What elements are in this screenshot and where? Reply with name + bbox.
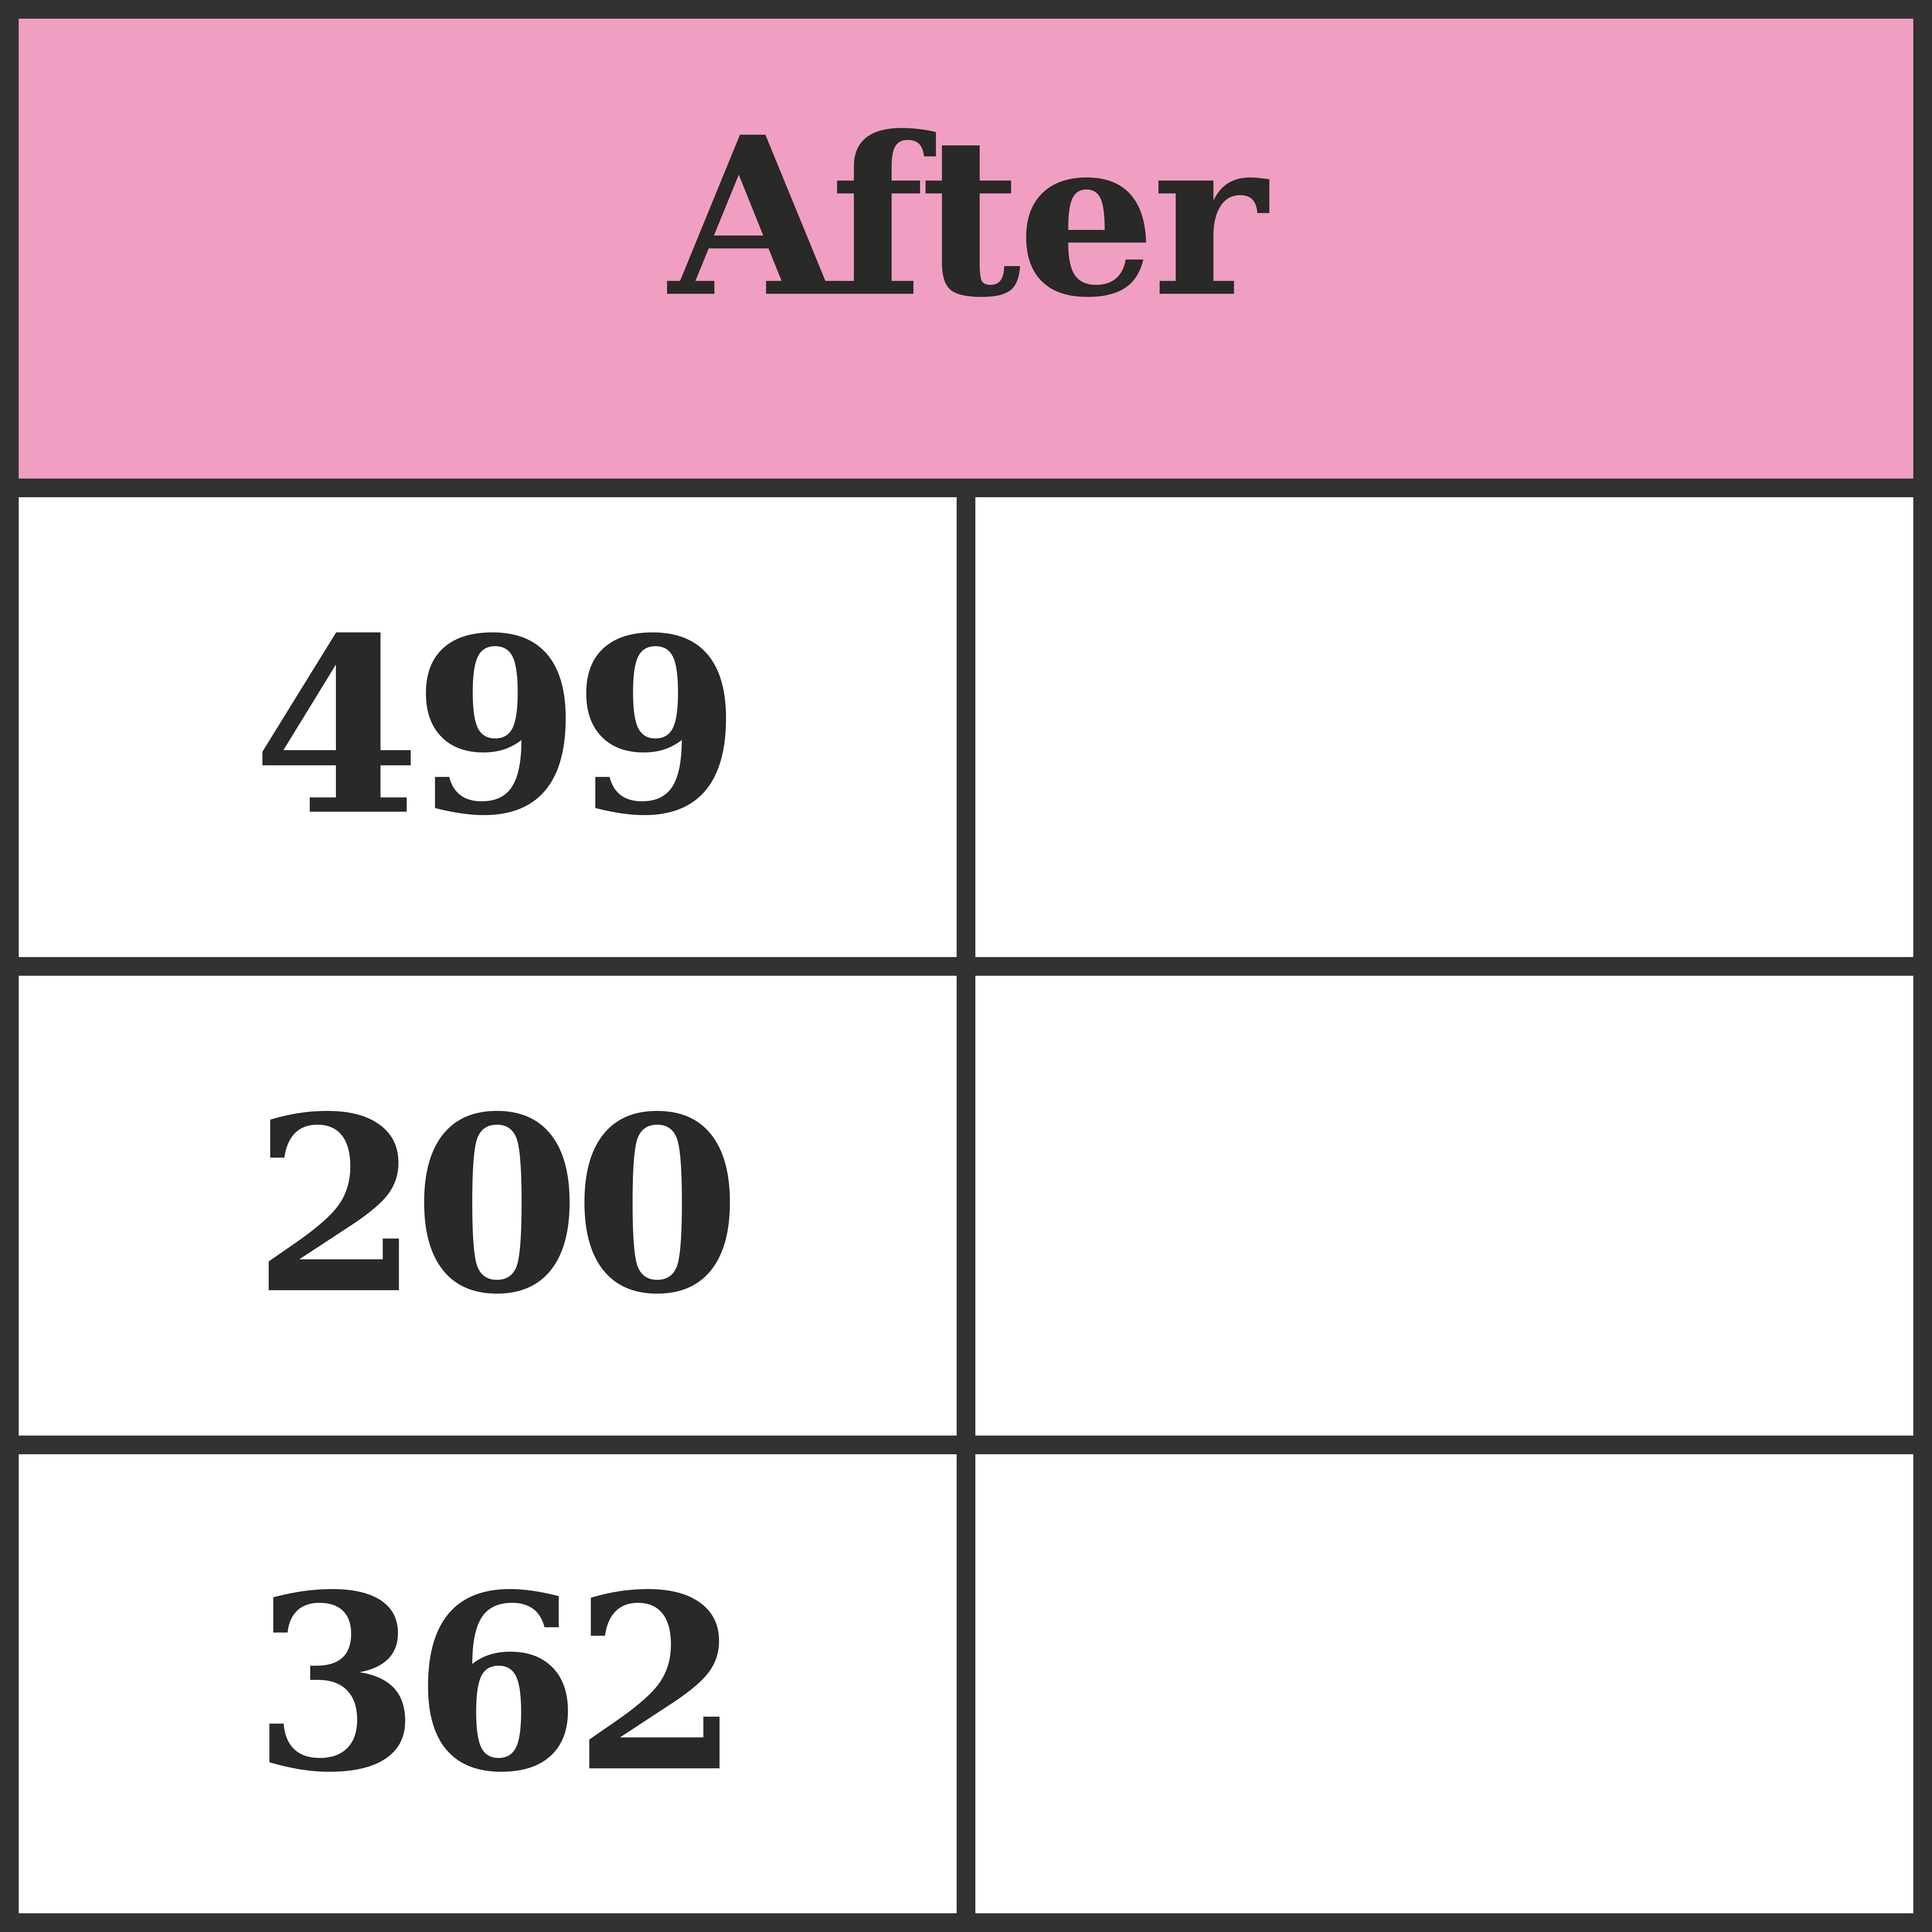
table-cell-row-1: 499 [19, 497, 957, 957]
cell-value-row-2: 200 [253, 1064, 741, 1347]
table-header: After [19, 19, 1913, 497]
empty-cell-row-3 [975, 1454, 1913, 1913]
cell-value-row-1: 499 [253, 585, 741, 869]
table-cell-row-2: 200 [19, 976, 957, 1436]
cell-value-row-3: 362 [253, 1542, 741, 1826]
header-title: After [669, 89, 1267, 346]
empty-cell-row-1 [975, 497, 1913, 957]
table-cell-row-3: 362 [19, 1454, 957, 1913]
empty-cell-row-2 [975, 976, 1913, 1436]
column-divider [957, 497, 975, 1913]
